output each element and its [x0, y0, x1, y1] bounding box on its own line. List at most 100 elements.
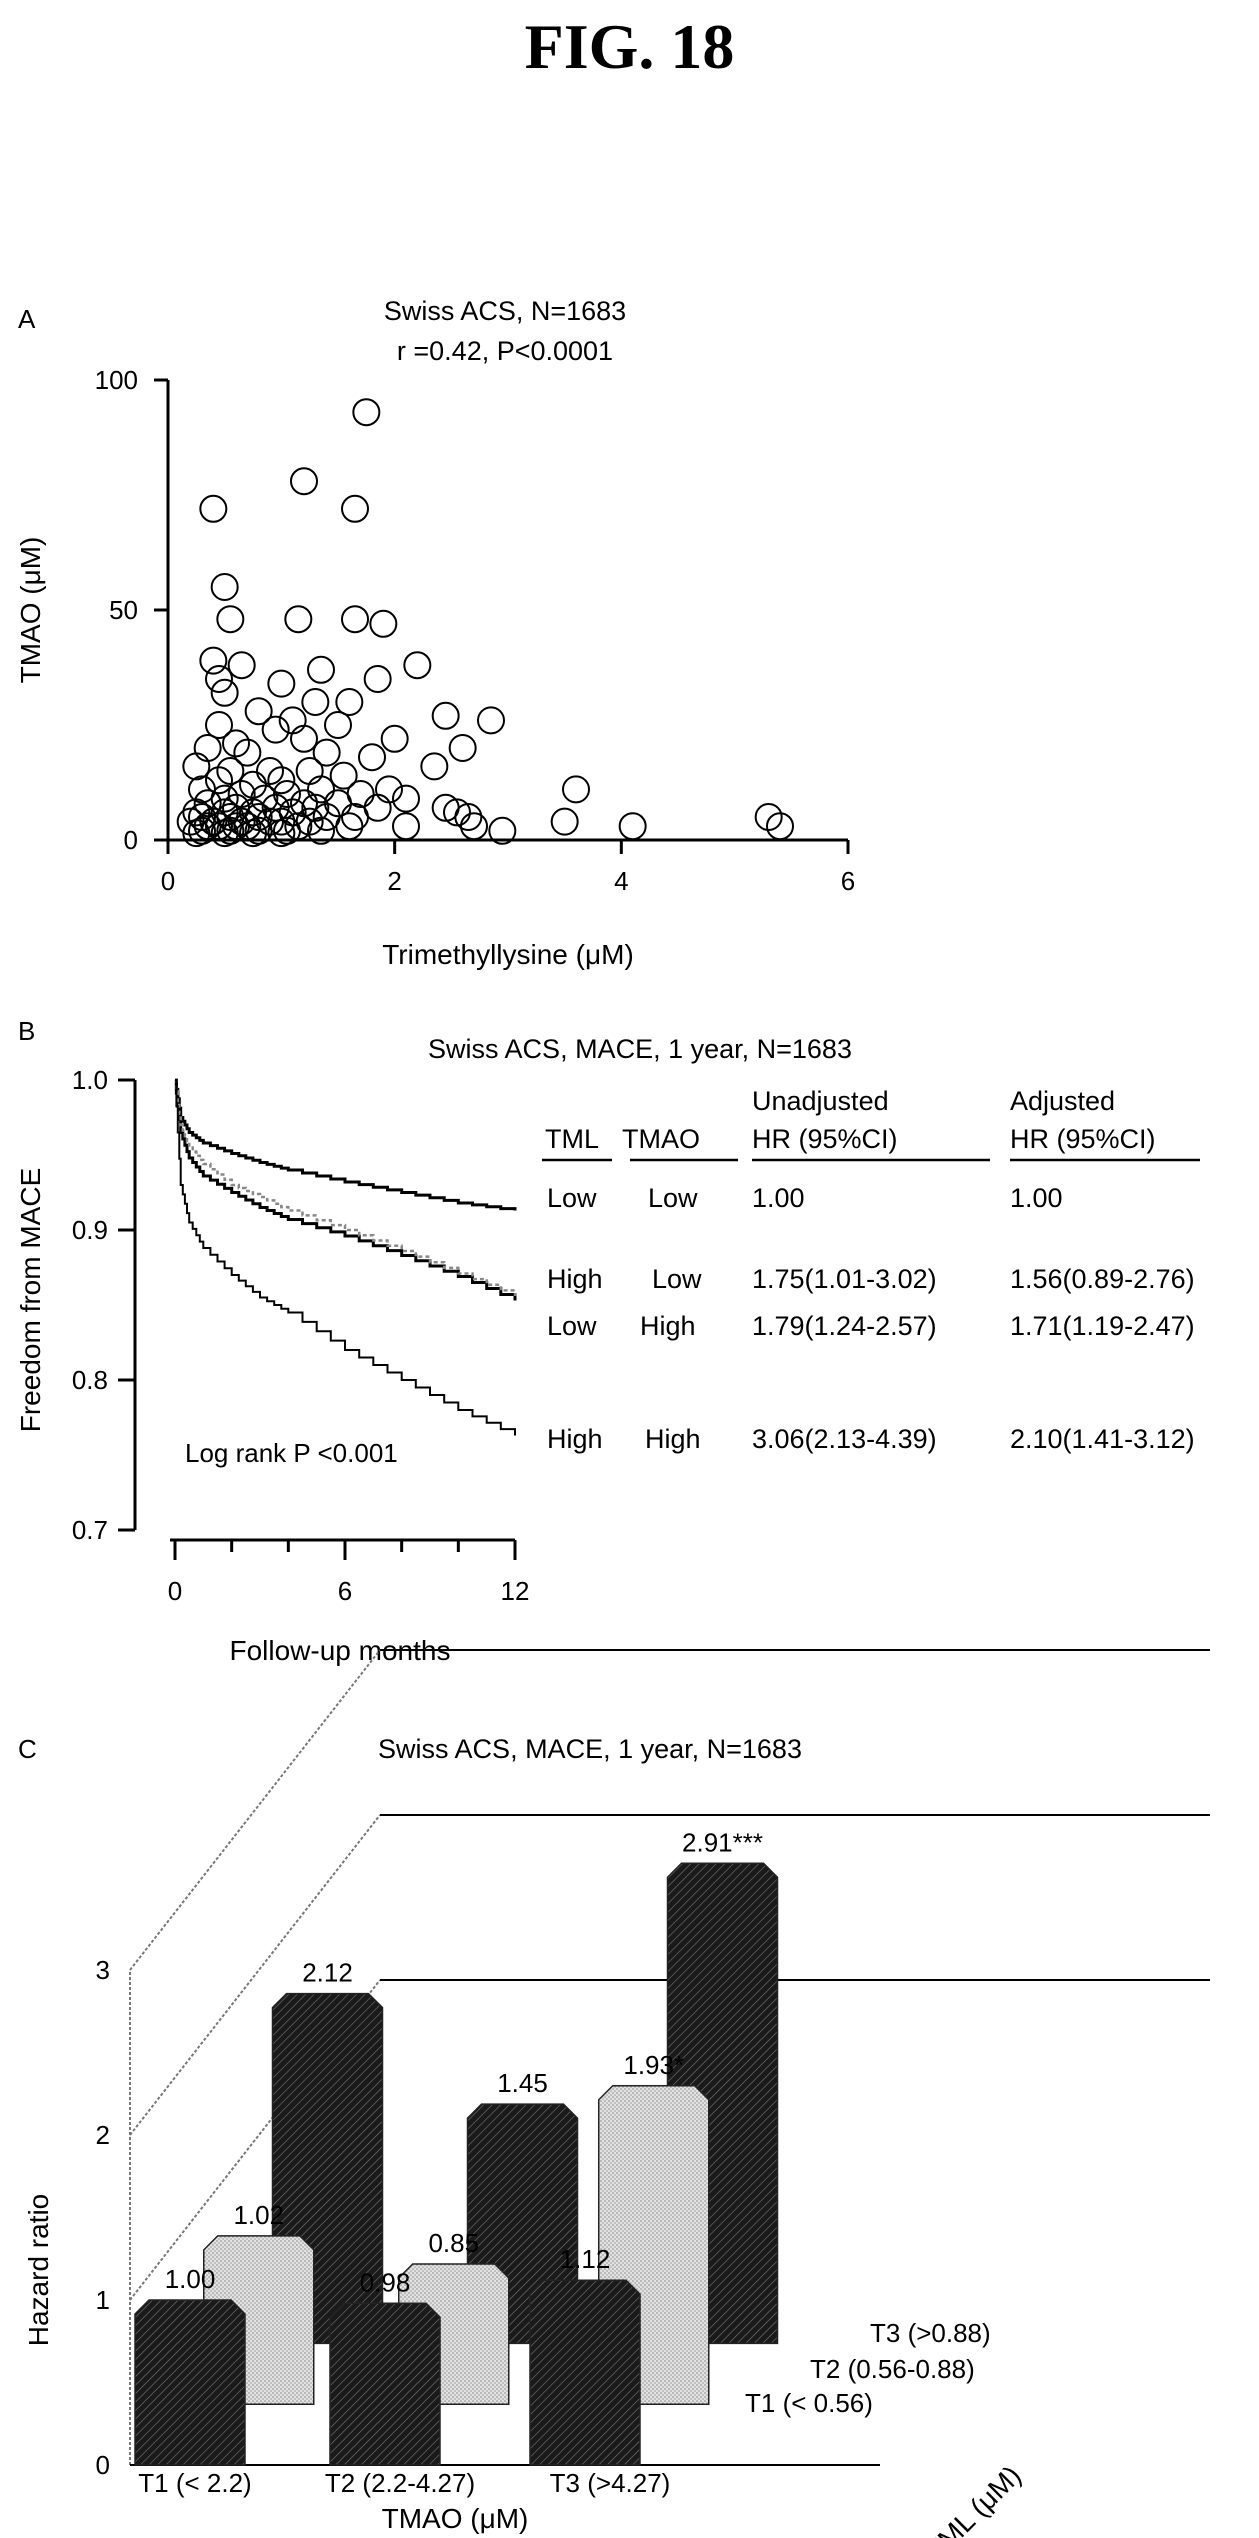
bar-value-label: 1.12	[560, 2244, 611, 2274]
scatter-point	[193, 734, 222, 762]
row-adjusted: 2.10(1.41-3.12)	[1010, 1424, 1195, 1454]
scatter-point	[403, 651, 432, 680]
scatter-point	[420, 752, 449, 781]
tmao-category-label: T3 (>4.27)	[550, 2468, 671, 2498]
panel-a-y-label: TMAO (μM)	[15, 537, 46, 684]
panel-c-y-label: Hazard ratio	[23, 2194, 54, 2347]
scatter-point	[307, 816, 335, 845]
y-tick-label: 2	[96, 2120, 110, 2150]
scatter-point	[335, 812, 364, 841]
scatter-point	[193, 812, 222, 841]
panel-a-letter: A	[18, 304, 36, 334]
row-unadjusted: 1.79(1.24-2.57)	[752, 1311, 937, 1341]
y-tick-label: 3	[96, 1955, 110, 1985]
scatter-point	[301, 688, 330, 716]
scatter-point	[193, 789, 222, 818]
scatter-point	[290, 724, 318, 753]
scatter-point	[205, 711, 233, 739]
table-header-unadjusted: Unadjusted	[752, 1086, 889, 1116]
scatter-point	[205, 766, 233, 795]
row-tmao: High	[645, 1424, 701, 1454]
bar-value-label: 1.00	[165, 2264, 216, 2294]
table-header-unadjusted-hr: HR (95%CI)	[752, 1124, 898, 1154]
scatter-point	[188, 803, 216, 831]
scatter-point	[335, 688, 364, 716]
scatter-point	[562, 775, 590, 804]
scatter-point	[216, 757, 245, 785]
y-tick-label: 0	[96, 2450, 110, 2480]
scatter-point	[369, 609, 398, 638]
scatter-point	[239, 798, 267, 827]
scatter-point	[261, 715, 290, 744]
scatter-point	[341, 494, 369, 523]
panel-c-3d-bar: C Swiss ACS, MACE, 1 year, N=1683 Hazard…	[18, 1649, 1210, 2538]
panel-c-category-labels: T1 (< 2.2) T2 (2.2-4.27) T3 (>4.27) T1 (< 0…	[138, 2318, 990, 2498]
row-tml: Low	[547, 1183, 597, 1213]
hazard-bar	[134, 2299, 246, 2466]
depth-grid-line	[129, 1649, 381, 1971]
row-adjusted: 1.00	[1010, 1183, 1063, 1213]
scatter-point	[182, 752, 211, 781]
scatter-point	[233, 738, 262, 767]
hazard-bar	[529, 2279, 641, 2466]
table-header-adjusted: Adjusted	[1010, 1086, 1115, 1116]
panel-a-subtitle: r =0.42, P<0.0001	[397, 336, 613, 366]
scatter-point	[205, 812, 233, 841]
y-tick-label: 0	[124, 825, 138, 855]
row-tmao: High	[640, 1311, 696, 1341]
bar-value-label: 2.91***	[682, 1827, 763, 1857]
scatter-point	[205, 665, 233, 693]
panel-a-ticks: 0 2 4 6 0 50 100	[95, 365, 856, 896]
scatter-point	[312, 738, 341, 767]
scatter-point	[244, 697, 273, 726]
bar-value-label: 2.12	[302, 1958, 353, 1988]
scatter-point	[290, 789, 318, 818]
panel-b-lines	[174, 1078, 517, 1436]
scatter-point	[352, 398, 381, 427]
scatter-point	[216, 605, 245, 634]
x-tick-label: 2	[387, 866, 401, 896]
y-tick-label: 0.7	[72, 1515, 108, 1545]
x-tick-label: 12	[501, 1576, 530, 1606]
scatter-point	[488, 816, 517, 845]
y-tick-label: 0.8	[72, 1365, 108, 1395]
y-tick-label: 50	[109, 595, 138, 625]
scatter-point	[267, 766, 296, 795]
scatter-point	[290, 467, 318, 496]
panel-b-survival: B Swiss ACS, MACE, 1 year, N=1683 Freedo…	[15, 1016, 1200, 1666]
scatter-point	[754, 803, 783, 831]
panel-c-title: Swiss ACS, MACE, 1 year, N=1683	[378, 1734, 802, 1764]
tml-category-label: T2 (0.56-0.88)	[810, 2354, 975, 2384]
scatter-point	[341, 803, 369, 831]
table-row: High Low 1.75(1.01-3.02) 1.56(0.89-2.76)	[547, 1264, 1195, 1294]
scatter-point	[358, 743, 386, 772]
scatter-point	[199, 494, 228, 523]
y-tick-label: 1.0	[72, 1065, 108, 1095]
survival-curve-2	[174, 1078, 517, 1301]
y-tick-label: 100	[95, 365, 138, 395]
scatter-point	[222, 729, 250, 758]
scatter-point	[267, 669, 296, 698]
survival-curve-3	[175, 1078, 517, 1296]
bar-value-label: 1.45	[497, 2068, 548, 2098]
depth-grid-line	[129, 1979, 381, 2301]
x-tick-label: 0	[168, 1576, 182, 1606]
scatter-point	[477, 706, 505, 735]
survival-curve-4	[175, 1079, 516, 1436]
x-tick-label: 6	[841, 866, 855, 896]
panel-c-bars: 2.12 1.45 2.91*** 1.02 0.85 1.93* 1.00 0.98 1.12	[134, 1827, 779, 2466]
row-adjusted: 1.71(1.19-2.47)	[1010, 1311, 1195, 1341]
scatter-point	[222, 812, 250, 841]
scatter-point	[618, 812, 647, 841]
scatter-point	[301, 793, 330, 822]
panel-b-logrank-annotation: Log rank P <0.001	[185, 1438, 398, 1468]
scatter-point	[199, 646, 228, 675]
scatter-point	[392, 812, 420, 841]
scatter-point	[256, 757, 284, 785]
scatter-point	[448, 734, 477, 762]
tmao-category-label: T1 (< 2.2)	[138, 2468, 251, 2498]
scatter-point	[210, 573, 239, 601]
scatter-point	[307, 775, 335, 804]
x-tick-label: 0	[161, 866, 175, 896]
